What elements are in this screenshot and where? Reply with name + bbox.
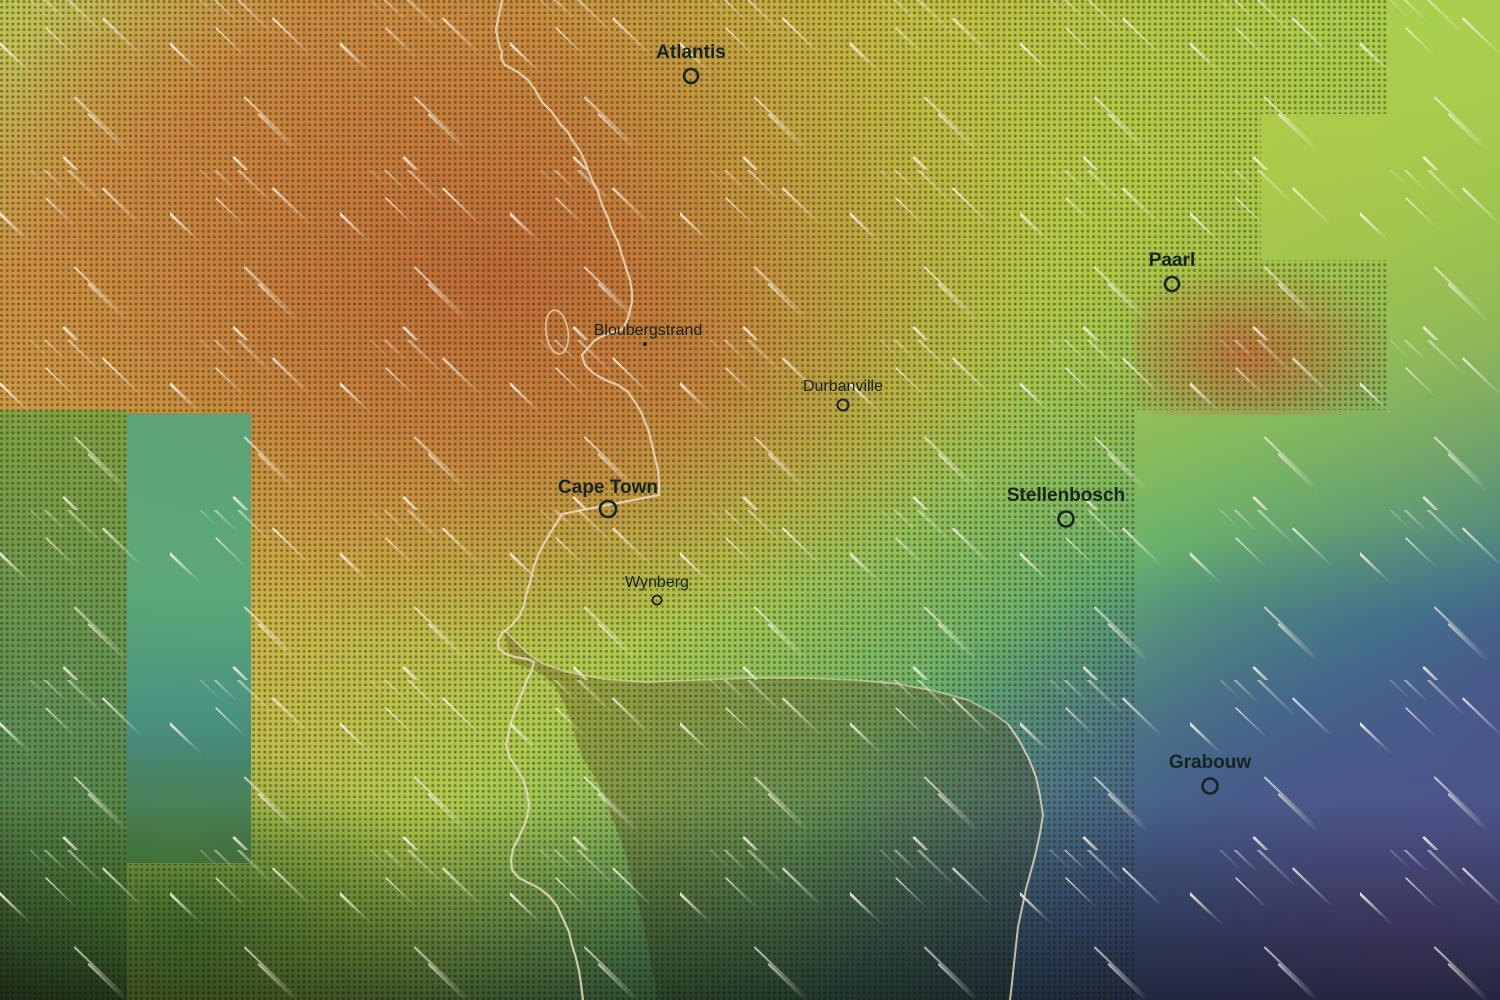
svg-text:Grabouw: Grabouw (1169, 752, 1252, 773)
svg-text:Wynberg: Wynberg (625, 574, 689, 591)
svg-text:Atlantis: Atlantis (656, 42, 726, 63)
svg-text:Durbanville: Durbanville (803, 378, 883, 395)
svg-text:Paarl: Paarl (1149, 250, 1195, 271)
svg-text:Cape Town: Cape Town (558, 477, 658, 498)
svg-text:Bloubergstrand: Bloubergstrand (594, 322, 703, 339)
svg-text:Stellenbosch: Stellenbosch (1007, 485, 1125, 506)
